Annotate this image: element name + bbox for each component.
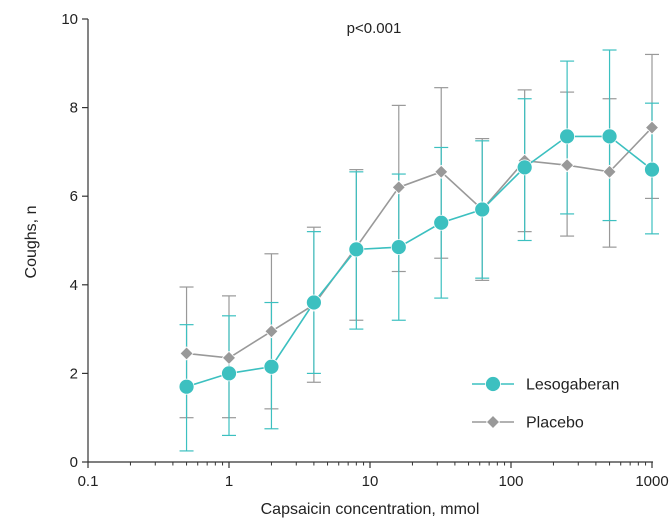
lesogaberan-line bbox=[186, 135, 653, 388]
placebo-point bbox=[560, 158, 575, 173]
lesogaberan-point bbox=[474, 201, 491, 218]
placebo-point bbox=[264, 324, 279, 339]
lesogaberan-point bbox=[305, 294, 322, 311]
placebo-point bbox=[644, 120, 660, 135]
x-tick-label: 1000 bbox=[635, 473, 668, 490]
series-lines bbox=[186, 126, 653, 388]
placebo-line bbox=[186, 126, 653, 359]
lesogaberan-point bbox=[348, 241, 365, 258]
placebo-point bbox=[221, 350, 237, 365]
y-tick-label: 4 bbox=[70, 277, 78, 294]
lesogaberan-point bbox=[516, 159, 533, 176]
placebo-point bbox=[602, 164, 617, 179]
x-tick-label: 0.1 bbox=[78, 473, 99, 490]
lesogaberan-point bbox=[433, 214, 450, 231]
axes: 0.1 1 10 100 1000 0 2 4 6 8 10 bbox=[61, 11, 668, 490]
placebo-point bbox=[434, 164, 449, 179]
lesogaberan-point bbox=[559, 128, 576, 145]
y-tick-label: 10 bbox=[61, 11, 78, 28]
y-tick-label: 0 bbox=[70, 454, 78, 471]
lesogaberan-point bbox=[178, 378, 195, 395]
y-axis-title: Coughs, n bbox=[23, 206, 40, 279]
series-markers bbox=[178, 120, 660, 395]
y-tick-label: 8 bbox=[70, 100, 78, 117]
legend-placebo-marker bbox=[485, 414, 501, 430]
x-axis-title: Capsaicin concentration, mmol bbox=[261, 501, 480, 518]
lesogaberan-point bbox=[601, 128, 618, 145]
legend-placebo-label: Placebo bbox=[526, 415, 584, 432]
lesogaberan-point bbox=[263, 358, 280, 375]
x-tick-label: 1 bbox=[225, 473, 233, 490]
legend-lesogaberan-label: Lesogaberan bbox=[526, 377, 619, 394]
lesogaberan-point bbox=[221, 365, 237, 382]
placebo-point bbox=[179, 346, 194, 361]
x-tick-label: 100 bbox=[498, 473, 523, 490]
lesogaberan-point bbox=[390, 239, 407, 256]
lesogaberan-point bbox=[644, 161, 660, 178]
x-tick-label: 10 bbox=[362, 473, 379, 490]
legend-lesogaberan-marker bbox=[485, 376, 501, 392]
placebo-point bbox=[391, 180, 406, 195]
y-tick-label: 6 bbox=[70, 188, 78, 205]
p-value-annotation: p<0.001 bbox=[347, 20, 402, 37]
y-tick-label: 2 bbox=[70, 365, 78, 382]
legend: Lesogaberan Placebo bbox=[472, 376, 619, 432]
